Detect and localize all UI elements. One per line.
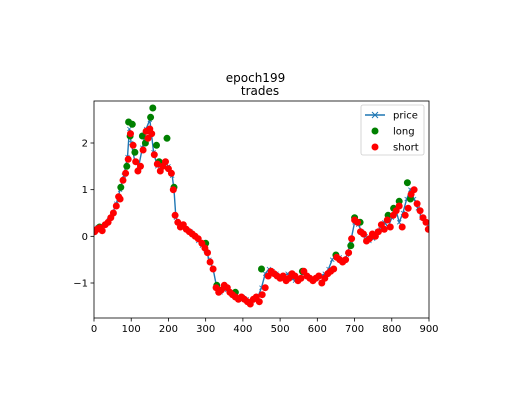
short-point xyxy=(342,256,350,264)
short-point xyxy=(109,209,117,217)
short-point xyxy=(404,204,412,212)
short-point xyxy=(348,235,356,243)
short-point xyxy=(209,265,217,273)
short-point xyxy=(416,207,424,215)
long-point xyxy=(153,141,160,149)
short-point xyxy=(422,218,429,226)
short-point xyxy=(380,225,388,233)
short-point xyxy=(171,211,179,219)
legend-label-long: long xyxy=(393,127,415,138)
short-point xyxy=(150,151,158,159)
short-point xyxy=(137,162,144,170)
legend-swatch-short xyxy=(371,143,379,151)
x-tick-label: 500 xyxy=(271,324,290,335)
axes: 0 100 200 300 400 500 600 700 800 900 −1 0 1 2 xyxy=(73,100,439,335)
y-tick-label: 1 xyxy=(82,185,88,196)
short-point xyxy=(413,200,421,208)
short-point xyxy=(398,223,406,231)
legend-label-short: short xyxy=(393,143,419,154)
long-point xyxy=(117,183,125,191)
legend-label-price: price xyxy=(393,111,418,122)
short-point xyxy=(204,249,211,257)
short-point xyxy=(139,146,147,154)
short-point xyxy=(119,176,127,184)
short-point xyxy=(148,130,156,138)
short-point xyxy=(258,291,266,299)
short-point xyxy=(374,228,382,236)
long-point xyxy=(347,242,355,250)
short-point xyxy=(112,202,120,210)
price-point xyxy=(396,220,402,225)
long-point xyxy=(147,113,155,121)
short-point xyxy=(167,169,175,177)
short-point xyxy=(386,223,394,231)
chart-title: epoch199 xyxy=(226,71,285,85)
short-point xyxy=(424,225,429,233)
x-tick-label: 0 xyxy=(91,324,97,335)
short-point xyxy=(127,130,134,138)
short-point xyxy=(401,211,409,219)
y-tick-label: 2 xyxy=(82,139,88,150)
legend-swatch-long xyxy=(371,127,379,135)
plot-series xyxy=(94,104,429,308)
long-point xyxy=(403,179,411,187)
long-point xyxy=(163,134,171,142)
x-tick-label: 600 xyxy=(308,324,327,335)
short-point xyxy=(261,284,269,292)
legend-marker-price xyxy=(371,111,379,119)
short-point xyxy=(162,158,169,166)
short-point xyxy=(124,155,132,163)
long-point xyxy=(138,132,146,140)
x-tick-label: 300 xyxy=(196,324,215,335)
short-point xyxy=(395,202,403,210)
short-point xyxy=(129,141,137,149)
short-point xyxy=(116,195,124,203)
long-point xyxy=(149,104,157,112)
short-point xyxy=(360,230,367,238)
short-point xyxy=(98,227,106,235)
short-point xyxy=(169,186,177,194)
x-tick-label: 100 xyxy=(122,324,141,335)
short-point xyxy=(132,158,140,166)
y-tick-label: 0 xyxy=(82,232,88,243)
chart-subtitle: trades xyxy=(241,84,279,98)
short-point xyxy=(410,186,418,194)
y-tick-label: −1 xyxy=(73,279,88,290)
long-point xyxy=(128,120,136,128)
short-point xyxy=(345,249,353,257)
short-point xyxy=(122,169,130,177)
short-point xyxy=(206,258,214,266)
short-point xyxy=(330,265,338,273)
x-tick-label: 800 xyxy=(382,324,401,335)
plot-frame xyxy=(93,100,430,319)
x-tick-label: 900 xyxy=(419,324,438,335)
short-point xyxy=(354,218,361,226)
x-tick-label: 200 xyxy=(159,324,178,335)
long-point xyxy=(258,265,265,273)
short-point xyxy=(315,272,323,280)
short-point xyxy=(297,274,305,282)
legend-box xyxy=(360,104,425,156)
plot-area xyxy=(94,104,429,308)
short-point xyxy=(255,298,263,306)
long-point xyxy=(123,162,131,170)
short-point xyxy=(153,160,161,168)
x-tick-label: 700 xyxy=(345,324,364,335)
long-point xyxy=(131,148,139,156)
legend: price long short xyxy=(360,104,425,156)
short-point xyxy=(383,216,391,224)
x-tick-label: 400 xyxy=(233,324,252,335)
